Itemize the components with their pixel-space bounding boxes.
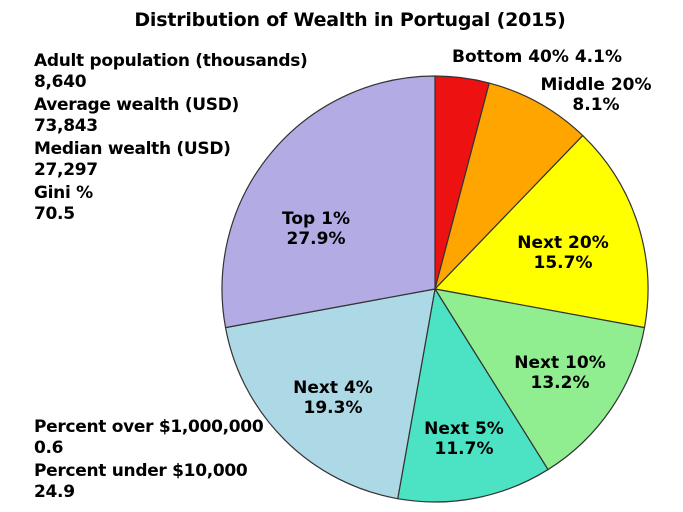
slice-label-next-5: Next 5% 11.7% (424, 419, 504, 459)
slice-label-middle-20: Middle 20% 8.1% (540, 75, 651, 115)
stat-value: 70.5 (34, 204, 75, 224)
stat-label: Median wealth (USD) (34, 139, 231, 159)
stat-value: 73,843 (34, 116, 98, 136)
stats-panel-bottom: Percent over $1,000,000 0.6 Percent unde… (34, 417, 334, 505)
stat-value: 8,640 (34, 72, 87, 92)
pie-slice-next-4 (224, 288, 436, 500)
stat-label: Percent over $1,000,000 (34, 417, 264, 437)
stat-label: Percent under $10,000 (34, 461, 248, 481)
slice-label-next-20: Next 20% 15.7% (517, 233, 608, 273)
stat-label: Adult population (thousands) (34, 51, 308, 71)
slice-label-top-1: Top 1% 27.9% (282, 209, 350, 249)
pie-slice-next-5 (397, 288, 549, 503)
chart-title: Distribution of Wealth in Portugal (2015… (134, 9, 566, 31)
stat-percent-over-1m: Percent over $1,000,000 0.6 (34, 417, 334, 459)
slice-label-next-4: Next 4% 19.3% (293, 378, 373, 418)
stat-average-wealth: Average wealth (USD) 73,843 (34, 95, 334, 137)
slice-label-bottom-40: Bottom 40% 4.1% (452, 47, 622, 67)
pie-slice-next-20 (434, 134, 649, 329)
stats-panel-top: Adult population (thousands) 8,640 Avera… (34, 51, 334, 227)
pie-slice-top-1 (221, 75, 436, 329)
pie-slice-next-10 (434, 288, 646, 471)
stat-label: Gini % (34, 183, 93, 203)
stat-value: 0.6 (34, 438, 64, 458)
stat-value: 24.9 (34, 482, 75, 502)
pie-slice-middle-20 (434, 82, 584, 290)
stat-value: 27,297 (34, 160, 98, 180)
stat-percent-under-10k: Percent under $10,000 24.9 (34, 461, 334, 503)
slice-label-next-10: Next 10% 13.2% (514, 353, 605, 393)
stat-median-wealth: Median wealth (USD) 27,297 (34, 139, 334, 181)
stat-gini: Gini % 70.5 (34, 183, 334, 225)
stat-label: Average wealth (USD) (34, 95, 240, 115)
stat-adult-population: Adult population (thousands) 8,640 (34, 51, 334, 93)
